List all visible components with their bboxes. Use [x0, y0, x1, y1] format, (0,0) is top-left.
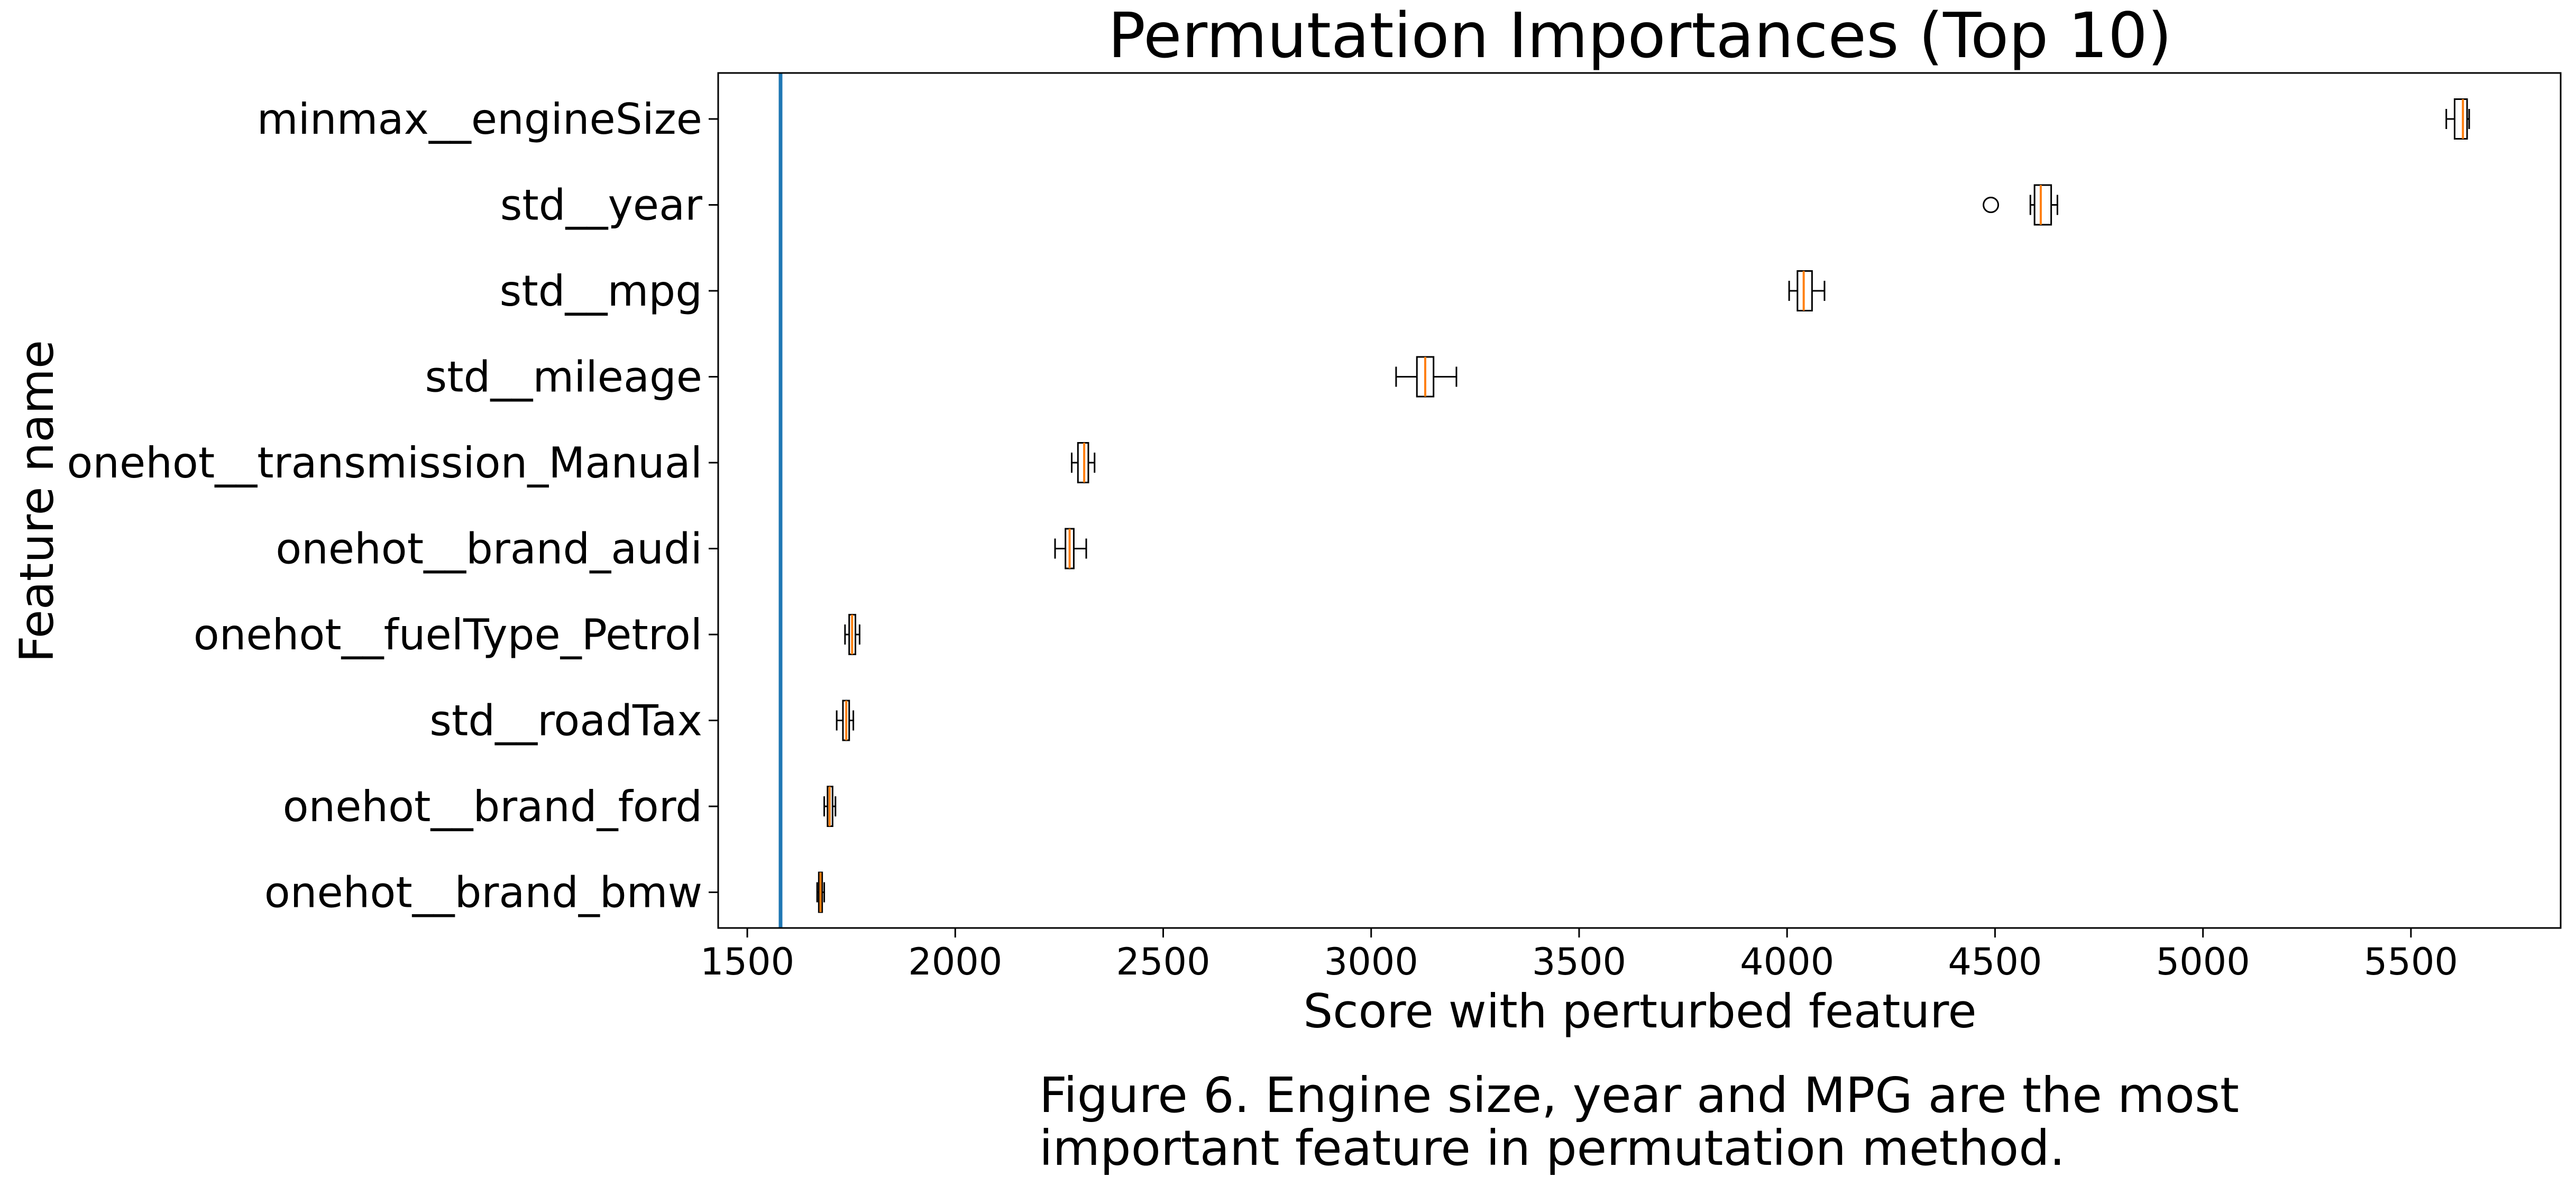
chart-title: Permutation Importances (Top 10) — [1108, 0, 2172, 72]
y-tick-label: std__mpg — [500, 266, 702, 316]
y-tick-label: onehot__brand_ford — [283, 782, 702, 831]
caption-line-1: Figure 6. Engine size, year and MPG are … — [1039, 1069, 2520, 1122]
x-tick-label: 5500 — [2364, 940, 2458, 983]
box — [2454, 99, 2467, 139]
y-tick-label: minmax__engineSize — [257, 95, 702, 144]
x-tick-label: 5000 — [2156, 940, 2250, 983]
y-axis-label: Feature name — [10, 340, 64, 663]
x-tick-label: 2500 — [1116, 940, 1210, 983]
y-tick-label: std__mileage — [425, 353, 702, 402]
y-tick-label: onehot__fuelType_Petrol — [194, 610, 702, 659]
x-tick-label: 1500 — [700, 940, 794, 983]
flier-point — [1984, 198, 1999, 213]
box — [2034, 185, 2051, 225]
plot-area: 1500 2000 2500 3000 3500 4000 4500 5000 5500 minm… — [67, 73, 2469, 983]
y-tick-label: onehot__brand_bmw — [264, 868, 702, 917]
y-tick-label: std__roadTax — [429, 696, 702, 746]
y-tick-label: onehot__transmission_Manual — [67, 438, 702, 488]
y-tick-label: std__year — [500, 181, 702, 230]
x-tick-label: 3000 — [1324, 940, 1418, 983]
figure-caption: Figure 6. Engine size, year and MPG are … — [1039, 1069, 2520, 1175]
x-tick-label: 3500 — [1532, 940, 1626, 983]
x-tick-label: 4500 — [1948, 940, 2042, 983]
y-tick-label: onehot__brand_audi — [276, 525, 702, 574]
x-tick-label: 2000 — [908, 940, 1002, 983]
caption-line-2: important feature in permutation method. — [1039, 1122, 2520, 1175]
x-axis-label: Score with perturbed feature — [1303, 984, 1976, 1038]
x-tick-label: 4000 — [1740, 940, 1834, 983]
axes-frame — [718, 73, 2561, 928]
